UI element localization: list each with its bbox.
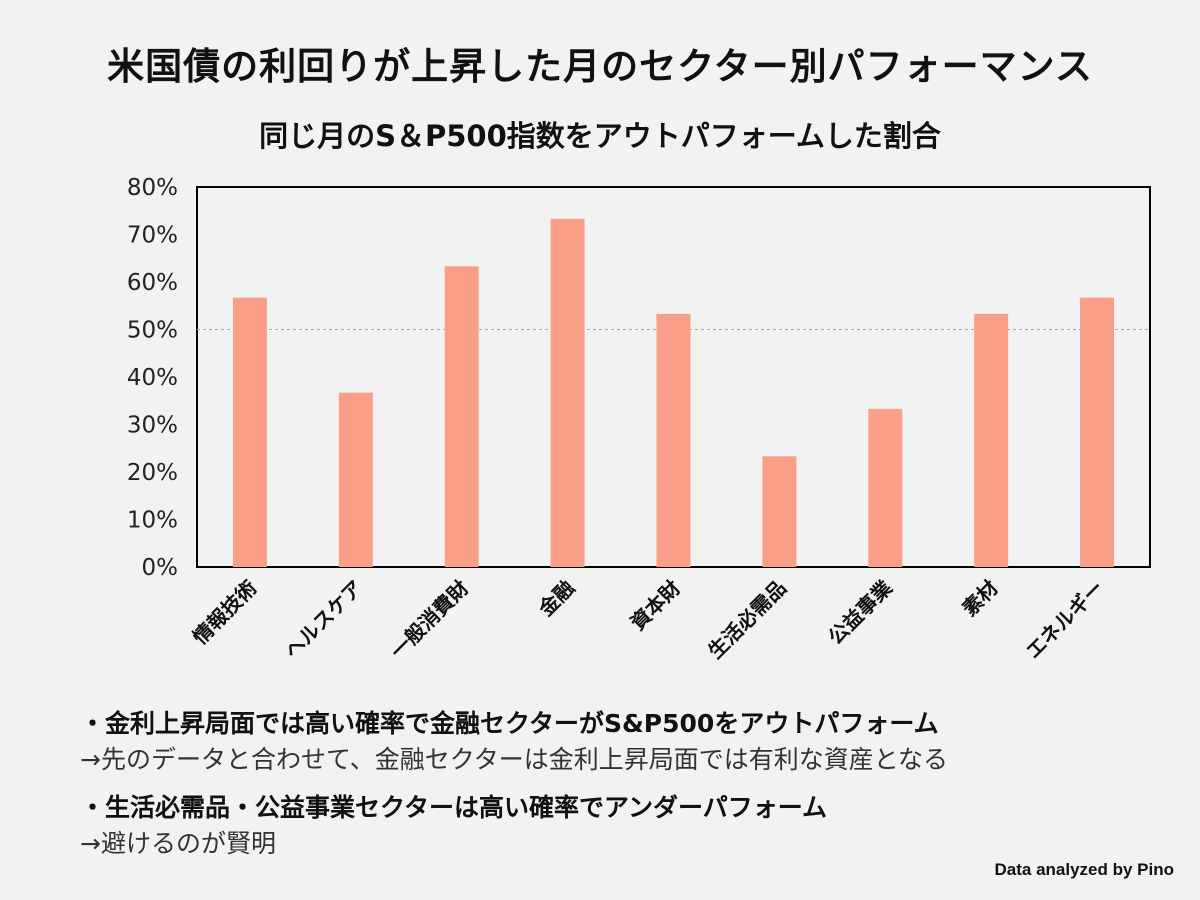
x-tick-label: 素材 xyxy=(957,576,1002,621)
x-tick-label: 公益事業 xyxy=(823,575,897,649)
x-tick-label: 情報技術 xyxy=(188,576,262,650)
y-tick-label: 40% xyxy=(127,365,178,391)
x-tick-label: 一般消費財 xyxy=(386,576,474,664)
page-title: 米国債の利回りが上昇した月のセクター別パフォーマンス xyxy=(107,45,1093,88)
y-tick-label: 0% xyxy=(142,555,179,581)
y-tick-label: 20% xyxy=(127,460,178,486)
y-tick-label: 10% xyxy=(127,508,178,534)
plot-area: 0% 10% 20% 30% 40% 50% 60% 70% 80% 情報技術 ヘルスケア 一般消費財… xyxy=(127,175,1151,664)
bar xyxy=(762,456,797,567)
bar xyxy=(656,313,691,567)
y-tick-label: 60% xyxy=(127,270,178,296)
bar xyxy=(550,218,585,567)
note-1-heading: ・金利上昇局面では高い確率で金融セクターがS&P500をアウトパフォーム xyxy=(80,709,939,738)
bar xyxy=(232,297,267,567)
chart-title: 同じ月のS＆P500指数をアウトパフォームした割合 xyxy=(259,119,941,153)
x-tick-label: 生活必需品 xyxy=(703,576,791,664)
x-tick-label: エネルギー xyxy=(1021,576,1109,664)
y-tick-label: 30% xyxy=(127,413,178,439)
x-tick-label: 資本財 xyxy=(626,576,685,635)
bar xyxy=(868,408,903,567)
bar-chart: 同じ月のS＆P500指数をアウトパフォームした割合 0% 10% 20% 30% 40%… xyxy=(127,119,1151,664)
x-tick-label: ヘルスケア xyxy=(280,576,368,664)
notes: ・金利上昇局面では高い確率で金融セクターがS&P500をアウトパフォーム →先の… xyxy=(80,706,1160,862)
y-tick-label: 70% xyxy=(127,223,178,249)
note-2-heading: ・生活必需品・公益事業セクターは高い確率でアンダーパフォーム xyxy=(80,793,828,822)
y-tick-label: 80% xyxy=(127,175,178,201)
y-tick-label: 50% xyxy=(127,318,178,344)
bar xyxy=(1080,297,1115,567)
note-2-detail: →避けるのが賢明 xyxy=(80,829,276,858)
credit-text: Data analyzed by Pino xyxy=(994,860,1175,879)
bar xyxy=(444,266,479,567)
bar xyxy=(338,392,373,567)
note-1-detail: →先のデータと合わせて、金融セクターは金利上昇局面では有利な資産となる xyxy=(80,745,948,774)
x-tick-label: 金融 xyxy=(533,576,579,622)
bar xyxy=(974,313,1009,567)
